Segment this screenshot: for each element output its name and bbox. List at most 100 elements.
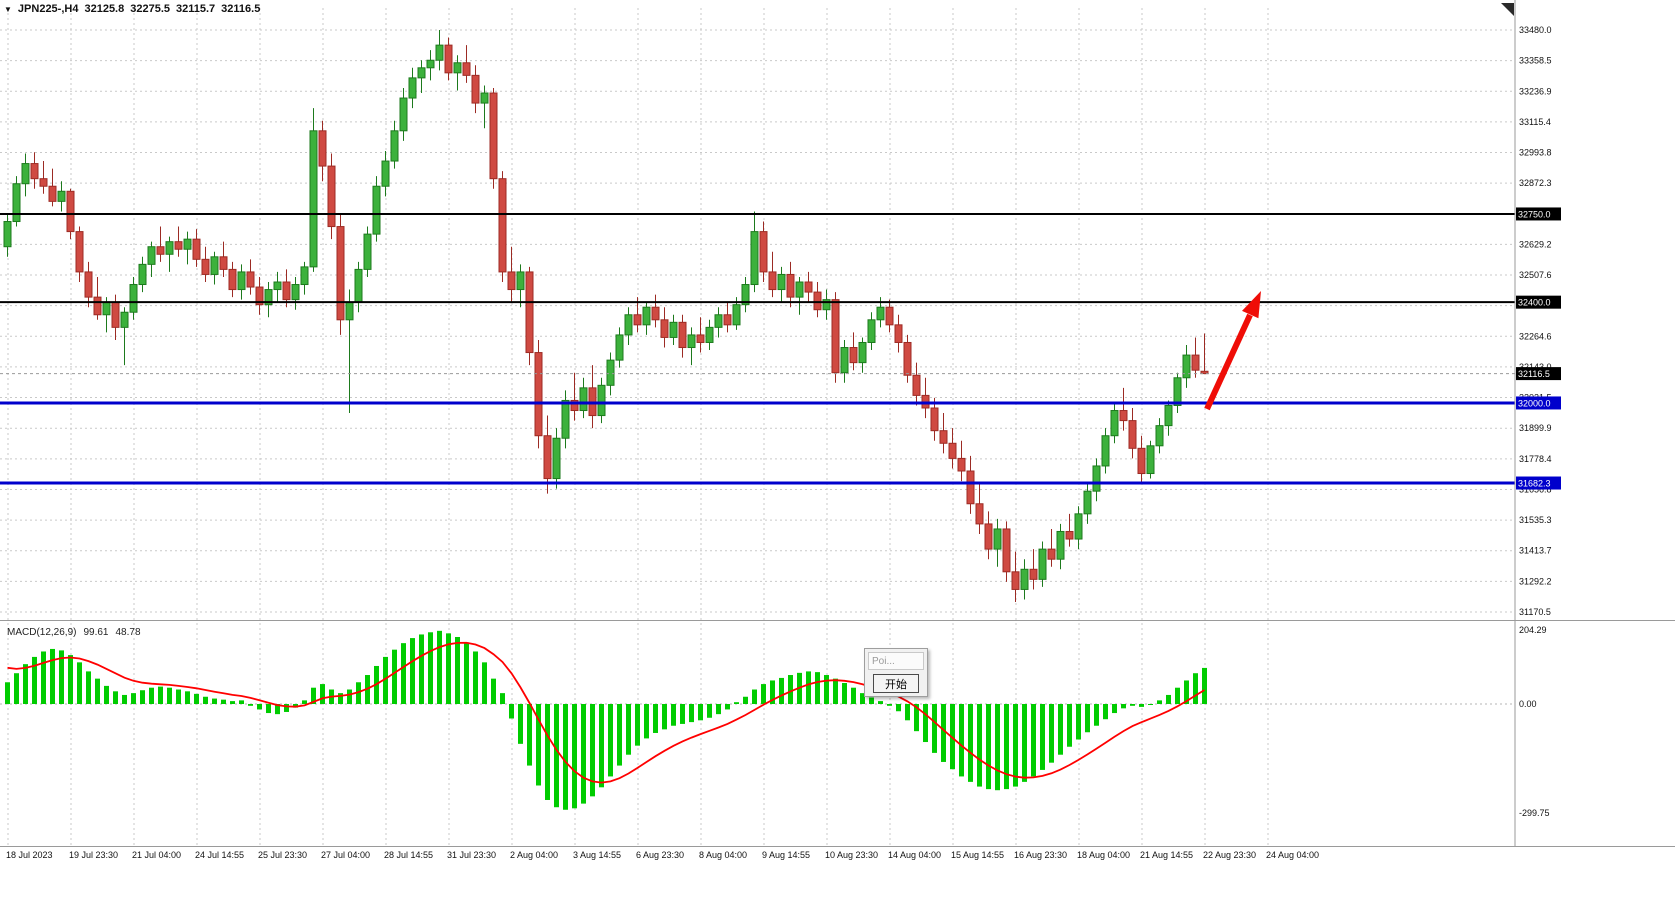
candle-body bbox=[1146, 445, 1155, 475]
candle-body bbox=[1137, 447, 1146, 475]
macd-histogram-bar bbox=[1004, 704, 1009, 790]
macd-histogram-bar bbox=[734, 702, 739, 704]
candle-body bbox=[984, 523, 993, 550]
time-axis-label: 24 Jul 14:55 bbox=[195, 850, 244, 860]
candle-body bbox=[723, 314, 732, 326]
time-axis-label: 10 Aug 23:30 bbox=[825, 850, 878, 860]
macd-histogram-bar bbox=[896, 704, 901, 712]
candle-body bbox=[30, 163, 39, 180]
macd-histogram-bar bbox=[500, 693, 505, 704]
candle-body bbox=[894, 324, 903, 343]
candle-body bbox=[1173, 377, 1182, 406]
macd-histogram-bar bbox=[1022, 704, 1027, 782]
candle-body bbox=[3, 221, 12, 248]
macd-histogram-bar bbox=[59, 650, 64, 704]
time-axis-label: 15 Aug 14:55 bbox=[951, 850, 1004, 860]
price-axis-label: 32872.3 bbox=[1519, 178, 1552, 188]
macd-histogram-bar bbox=[527, 704, 532, 766]
candle-body bbox=[876, 306, 885, 321]
candle-body bbox=[957, 457, 966, 472]
macd-histogram-bar bbox=[1184, 680, 1189, 704]
trend-arrow-head-icon[interactable] bbox=[1242, 291, 1261, 319]
macd-histogram-bar bbox=[32, 656, 37, 704]
macd-histogram-bar bbox=[977, 704, 982, 787]
candle-body bbox=[912, 374, 921, 396]
candle-body bbox=[696, 334, 705, 343]
time-axis-label: 24 Aug 04:00 bbox=[1266, 850, 1319, 860]
price-badge bbox=[1516, 476, 1561, 490]
macd-histogram-bar bbox=[1013, 704, 1018, 787]
candle-body bbox=[1065, 530, 1074, 540]
candle-body bbox=[516, 271, 525, 291]
macd-histogram-bar bbox=[1085, 704, 1090, 733]
macd-histogram-bar bbox=[122, 694, 127, 704]
macd-histogram-bar bbox=[518, 704, 523, 744]
candle-body bbox=[381, 160, 390, 187]
time-axis-label: 16 Aug 23:30 bbox=[1014, 850, 1067, 860]
price-axis-label: 32993.8 bbox=[1519, 148, 1552, 158]
candle-body bbox=[1011, 571, 1020, 590]
chart-title: ▼ JPN225-,H4 32125.8 32275.5 32115.7 321… bbox=[4, 3, 260, 15]
price-axis-label: 31535.3 bbox=[1519, 515, 1552, 525]
candle-body bbox=[570, 399, 579, 412]
price-axis-label: 31778.4 bbox=[1519, 454, 1552, 464]
candle-body bbox=[1101, 435, 1110, 467]
candle-body bbox=[345, 301, 354, 321]
macd-histogram-bar bbox=[257, 704, 262, 710]
time-axis-label: 3 Aug 14:55 bbox=[573, 850, 621, 860]
candle-body bbox=[201, 258, 210, 275]
macd-histogram-bar bbox=[698, 704, 703, 721]
macd-histogram-bar bbox=[482, 662, 487, 704]
candle-body bbox=[309, 130, 318, 268]
macd-histogram-bar bbox=[743, 696, 748, 704]
macd-histogram-bar bbox=[1031, 704, 1036, 777]
macd-histogram-bar bbox=[194, 693, 199, 704]
annotation-layer bbox=[1204, 3, 1514, 411]
symbol-dropdown-icon[interactable]: ▼ bbox=[4, 4, 12, 14]
popup-start-button[interactable]: 开始 bbox=[873, 674, 919, 693]
macd-histogram-bar bbox=[113, 691, 118, 704]
price-axis-label: 32264.6 bbox=[1519, 331, 1552, 341]
macd-histogram-bar bbox=[509, 704, 514, 719]
macd-histogram-bar bbox=[311, 687, 316, 704]
price-axis-label: 33358.5 bbox=[1519, 56, 1552, 66]
macd-histogram-bar bbox=[50, 648, 55, 704]
macd-histogram-bar bbox=[1121, 704, 1126, 709]
macd-main-value: 99.61 bbox=[83, 627, 109, 638]
macd-histogram-bar bbox=[239, 700, 244, 704]
candle-body bbox=[336, 226, 345, 321]
macd-histogram-bar bbox=[914, 704, 919, 732]
candle-body bbox=[183, 238, 192, 250]
candle-body bbox=[768, 271, 777, 291]
price-axis-label: 32629.2 bbox=[1519, 239, 1552, 249]
candle-body bbox=[273, 281, 282, 291]
candle-body bbox=[525, 271, 534, 354]
candle-body bbox=[372, 185, 381, 235]
macd-histogram-bar bbox=[635, 704, 640, 746]
symbol-timeframe-label: JPN225-,H4 bbox=[17, 3, 79, 15]
candle-body bbox=[1110, 410, 1119, 437]
candle-body bbox=[75, 231, 84, 273]
price-badge-label: 32400.0 bbox=[1518, 298, 1551, 308]
macd-histogram-bar bbox=[815, 672, 820, 704]
macd-histogram-bar bbox=[104, 685, 109, 704]
candle-body bbox=[732, 304, 741, 326]
macd-histogram-bar bbox=[275, 704, 280, 715]
candle-body bbox=[1047, 548, 1056, 560]
popup-poi-button[interactable]: Poi... bbox=[868, 652, 924, 670]
macd-histogram-bar bbox=[131, 693, 136, 704]
candle-body bbox=[822, 299, 831, 311]
candle-body bbox=[363, 233, 372, 270]
ohlc-open: 32125.8 bbox=[84, 3, 125, 15]
chart-shift-marker-icon[interactable] bbox=[1501, 3, 1514, 16]
time-axis-label: 18 Jul 2023 bbox=[6, 850, 53, 860]
candle-body bbox=[561, 399, 570, 439]
macd-indicator-label: MACD(12,26,9) 99.61 48.78 bbox=[7, 627, 141, 638]
candle-body bbox=[1119, 410, 1128, 422]
macd-histogram-bar bbox=[1103, 704, 1108, 720]
candle-body bbox=[120, 311, 129, 328]
candle-body bbox=[138, 263, 147, 286]
trend-arrow-shaft[interactable] bbox=[1204, 313, 1253, 411]
time-axis-label: 14 Aug 04:00 bbox=[888, 850, 941, 860]
